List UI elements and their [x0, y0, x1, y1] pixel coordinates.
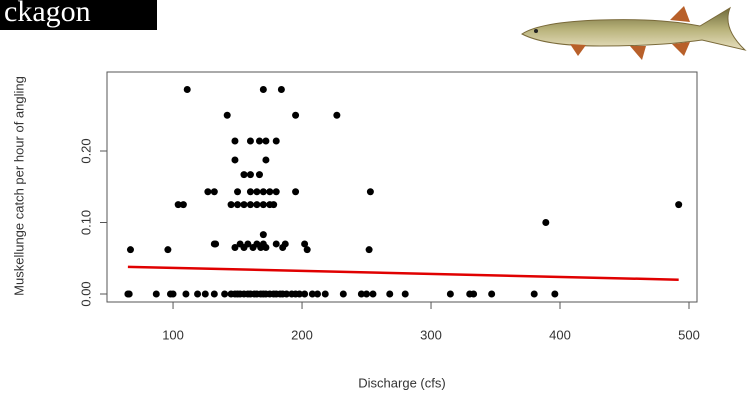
data-point [272, 240, 280, 248]
data-point [231, 137, 239, 145]
data-point [283, 290, 291, 298]
data-point [234, 201, 242, 209]
x-tick-label: 100 [162, 327, 184, 342]
y-tick-label: 0.20 [78, 138, 93, 163]
data-point [223, 111, 231, 119]
x-tick-label: 300 [420, 327, 442, 342]
data-point [182, 290, 190, 298]
data-point [253, 201, 261, 209]
data-point [272, 188, 280, 196]
data-point [253, 188, 261, 196]
data-point [231, 156, 239, 164]
data-point [357, 290, 365, 298]
data-point [530, 290, 538, 298]
y-tick-label: 0.00 [78, 281, 93, 306]
data-point [227, 201, 235, 209]
data-point [255, 137, 263, 145]
data-point [446, 290, 454, 298]
plot-frame [106, 71, 698, 303]
y-tick-label: 0.10 [78, 210, 93, 235]
x-axis-title: Discharge (cfs) [358, 375, 445, 390]
data-point [386, 290, 394, 298]
data-point [259, 188, 267, 196]
data-point [259, 201, 267, 209]
data-point [204, 188, 212, 196]
fish-illustration [521, 6, 747, 60]
data-point [234, 188, 242, 196]
data-point [333, 111, 341, 119]
data-point [126, 246, 134, 254]
x-tick-label: 200 [291, 327, 313, 342]
data-point [301, 240, 309, 248]
data-point [675, 201, 683, 209]
x-tick-label: 400 [549, 327, 571, 342]
data-point [470, 290, 478, 298]
data-point [194, 290, 202, 298]
data-point [246, 137, 254, 145]
data-point [246, 188, 254, 196]
data-point [174, 201, 182, 209]
data-point [321, 290, 329, 298]
data-point [314, 290, 322, 298]
y-axis-title: Muskellunge catch per hour of angling [11, 76, 26, 296]
data-point [240, 201, 248, 209]
title-box [0, 0, 157, 30]
data-point [201, 290, 209, 298]
data-point [164, 246, 172, 254]
data-point [292, 111, 300, 119]
data-point [277, 86, 285, 94]
data-point [551, 290, 559, 298]
data-point [270, 201, 278, 209]
data-point [272, 137, 280, 145]
data-point [169, 290, 177, 298]
data-point [308, 290, 316, 298]
data-point [125, 290, 133, 298]
data-point [365, 246, 373, 254]
data-point [244, 240, 252, 248]
data-point [542, 218, 550, 226]
data-point [266, 188, 274, 196]
data-point [292, 188, 300, 196]
data-point [262, 137, 270, 145]
data-point [262, 156, 270, 164]
trend-line [127, 265, 679, 281]
data-point [179, 201, 187, 209]
data-point [295, 290, 303, 298]
data-point [262, 244, 270, 252]
data-point [301, 290, 309, 298]
data-point [259, 86, 267, 94]
data-point [240, 171, 248, 179]
data-point [369, 290, 377, 298]
chart-title: ckagon [4, 0, 91, 28]
data-point [303, 246, 311, 254]
data-point [366, 188, 374, 196]
data-point [339, 290, 347, 298]
data-point [259, 231, 267, 239]
data-point [363, 290, 371, 298]
data-point [221, 290, 229, 298]
data-point [212, 240, 220, 248]
data-point [246, 201, 254, 209]
data-point [231, 244, 239, 252]
data-point [246, 171, 254, 179]
data-point [255, 171, 263, 179]
data-point [401, 290, 409, 298]
data-point [488, 290, 496, 298]
data-point [210, 290, 218, 298]
x-tick-label: 500 [678, 327, 700, 342]
data-point [152, 290, 160, 298]
data-point [281, 240, 289, 248]
data-point [183, 86, 191, 94]
data-point [210, 188, 218, 196]
